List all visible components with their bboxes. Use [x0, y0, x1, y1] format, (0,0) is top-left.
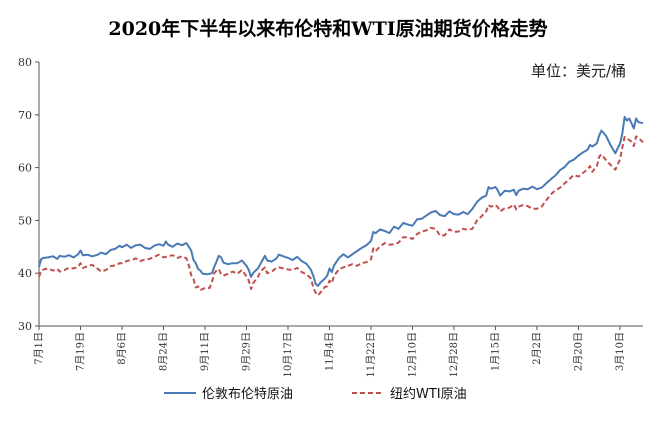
unit-label: 单位：美元/桶	[530, 62, 626, 80]
y-tick-label: 50	[18, 214, 32, 227]
x-tick-label: 10月17日	[282, 332, 294, 377]
y-tick-label: 60	[18, 162, 32, 175]
y-tick-label: 40	[18, 267, 32, 280]
x-tick-label: 7月19日	[74, 332, 86, 371]
x-tick-label: 2月20日	[572, 332, 584, 371]
x-tick-label: 11月22日	[365, 332, 377, 377]
y-tick-label: 70	[18, 109, 32, 122]
x-tick-label: 11月4日	[323, 332, 335, 371]
series-line-brent	[38, 115, 644, 287]
x-tick-label: 3月10日	[614, 332, 626, 371]
y-tick-label: 30	[18, 320, 32, 333]
x-tick-label: 12月10日	[406, 332, 418, 377]
y-tick-label: 80	[18, 56, 32, 69]
x-tick-label: 2月2日	[531, 332, 543, 365]
x-tick-label: 1月15日	[489, 332, 501, 371]
x-tick-label: 8月6日	[116, 332, 128, 365]
x-tick-label: 9月11日	[199, 332, 211, 371]
x-tick-label: 9月29日	[240, 332, 252, 371]
chart-title: 2020年下半年以来布伦特和WTI原油期货价格走势	[108, 18, 548, 40]
x-tick-label: 7月1日	[33, 332, 45, 365]
series-line-wti	[38, 135, 644, 297]
x-tick-label: 12月28日	[448, 332, 460, 377]
legend-brent-label: 伦敦布伦特原油	[202, 386, 293, 402]
legend-wti-label: 纽约WTI原油	[390, 387, 467, 402]
x-tick-label: 8月24日	[157, 332, 169, 371]
